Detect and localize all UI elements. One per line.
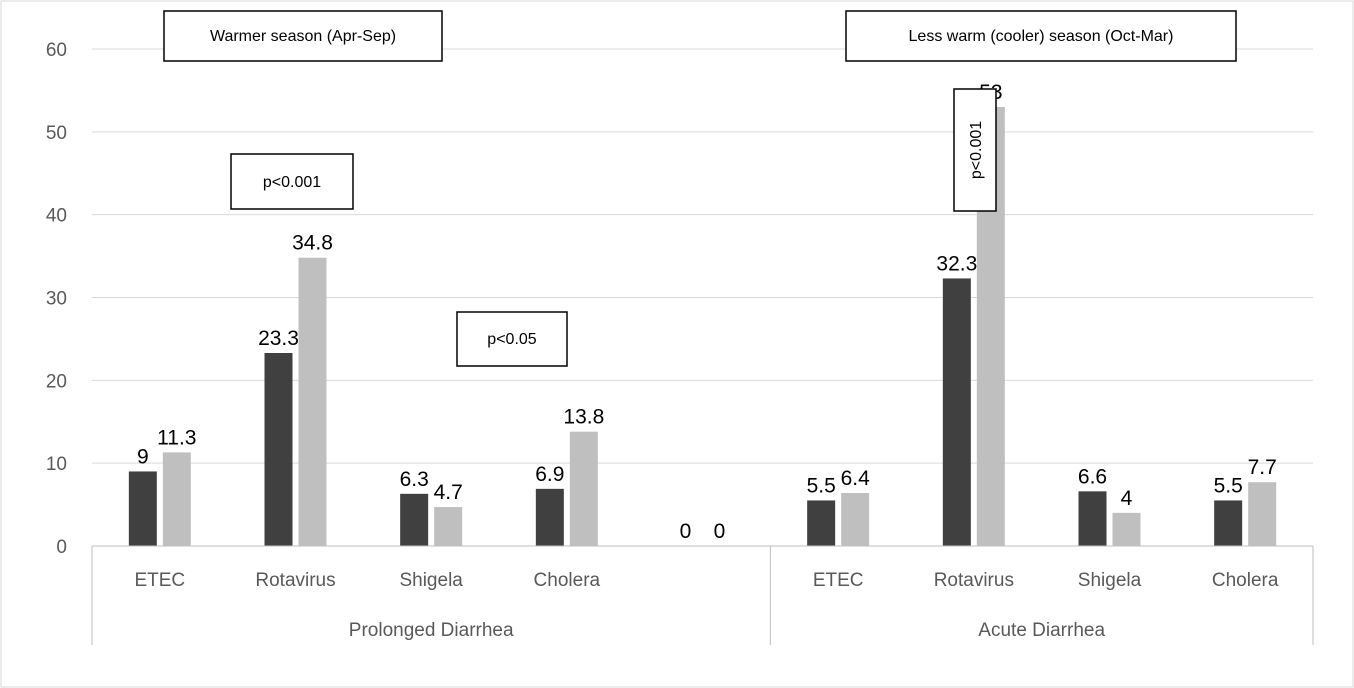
data-label: 6.4: [841, 467, 871, 490]
p-value-prolonged-cholera: p<0.05: [487, 331, 536, 348]
data-label: 34.8: [292, 232, 333, 255]
bar: [1214, 500, 1243, 546]
x-tick-label: Rotavirus: [934, 570, 1014, 591]
x-tick-label: ETEC: [134, 570, 185, 591]
bar: [434, 507, 463, 546]
bar: [1078, 491, 1107, 546]
x-tick-label: ETEC: [813, 570, 864, 591]
p-value-box-acute-rotavirus: p<0.001: [953, 88, 997, 212]
data-label: 4: [1121, 487, 1133, 510]
group-label: Prolonged Diarrhea: [349, 620, 514, 641]
data-label: 5.5: [807, 474, 836, 497]
y-tick-label: 10: [46, 454, 67, 475]
bar: [535, 488, 564, 546]
cool-season-label: Less warm (cooler) season (Oct-Mar): [909, 28, 1174, 45]
bar: [400, 493, 429, 546]
x-tick-label: Cholera: [1212, 570, 1279, 591]
bar: [841, 492, 870, 546]
p-value-box-prolonged-rotavirus: p<0.001: [230, 153, 354, 210]
group-label: Acute Diarrhea: [978, 620, 1105, 641]
x-tick-label: Shigela: [399, 570, 463, 591]
bar: [128, 471, 157, 546]
annotations: Warmer season (Apr-Sep) Less warm (coole…: [163, 10, 1237, 367]
bar: [807, 500, 836, 546]
x-tick-label: Shigela: [1078, 570, 1142, 591]
cool-season-box: Less warm (cooler) season (Oct-Mar): [845, 10, 1237, 62]
y-tick-label: 0: [56, 537, 67, 558]
warm-season-label: Warmer season (Apr-Sep): [210, 28, 396, 45]
x-tick-label: Cholera: [534, 570, 601, 591]
data-label: 6.9: [535, 463, 564, 486]
warm-season-box: Warmer season (Apr-Sep): [163, 10, 443, 62]
x-tick-label: Rotavirus: [255, 570, 335, 591]
data-label: 5.5: [1214, 474, 1243, 497]
data-label: 6.3: [400, 468, 429, 491]
y-tick-label: 40: [46, 206, 67, 227]
data-label: 11.3: [157, 426, 196, 449]
bar: [162, 452, 191, 546]
y-tick-label: 60: [46, 40, 67, 61]
data-label: 4.7: [434, 481, 463, 504]
data-label: 9: [137, 445, 149, 468]
p-value-acute-rotavirus: p<0.001: [968, 121, 985, 179]
data-label: 0: [714, 520, 726, 543]
data-label: 6.6: [1078, 465, 1107, 488]
p-value-box-prolonged-cholera: p<0.05: [456, 311, 568, 367]
y-axis-ticks: 0 10 20 30 40 50 60: [46, 40, 67, 558]
data-label: 32.3: [936, 252, 977, 275]
data-label: 13.8: [563, 406, 604, 429]
bar: [1112, 512, 1141, 546]
y-tick-label: 50: [46, 123, 67, 144]
bar: [569, 431, 598, 546]
bar: [264, 352, 293, 546]
bar: [298, 257, 327, 546]
data-label: 7.7: [1248, 456, 1277, 479]
data-label: 0: [680, 520, 692, 543]
p-value-prolonged-rotavirus: p<0.001: [263, 174, 321, 191]
x-axis: ETEC Rotavirus Shigela Cholera Prolonged Dia…: [91, 545, 1314, 645]
y-tick-label: 30: [46, 289, 67, 310]
bar: [942, 278, 971, 546]
y-tick-label: 20: [46, 371, 67, 392]
bar: [1248, 482, 1277, 546]
data-label: 23.3: [258, 327, 299, 350]
